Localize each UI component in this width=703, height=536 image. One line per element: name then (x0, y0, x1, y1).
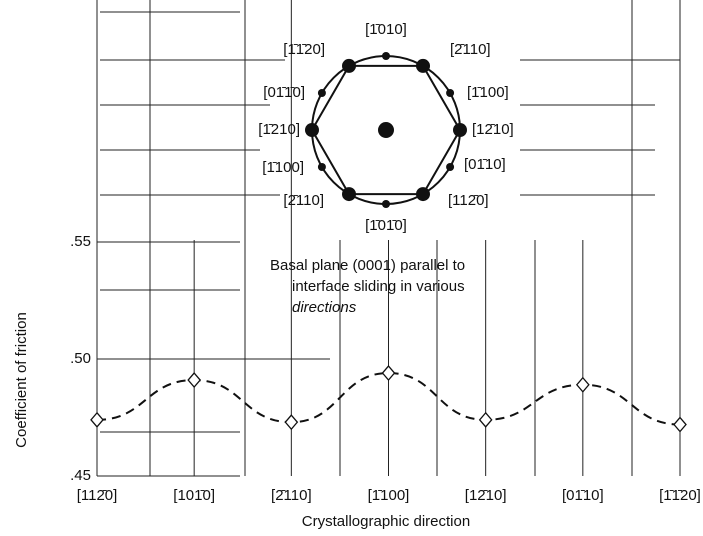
inset-label: [01̄10] (464, 156, 506, 173)
small-dot (446, 89, 455, 97)
diamond-marker (575, 376, 590, 393)
x-tick-label: [101̄0] (173, 487, 215, 504)
small-dot (382, 52, 390, 60)
diamond-marker (187, 372, 202, 389)
inset-label: [2̄110] (283, 192, 324, 209)
center-dot (378, 122, 394, 138)
inset-label: [1̄010] (365, 21, 407, 38)
large-dot (416, 187, 430, 202)
decor-grid (96, 0, 680, 476)
inset-label: [1̄1̄20] (283, 41, 325, 58)
diamond-marker (90, 411, 104, 428)
large-dot (453, 123, 467, 137)
annotation: directions (292, 299, 357, 316)
diamond-marker (381, 365, 396, 382)
large-dot (342, 58, 356, 73)
diamond-marker (673, 416, 687, 433)
inset-label: [1̄01̄0] (365, 217, 407, 234)
small-dot (317, 163, 326, 171)
x-tick-label: [12̄10] (465, 487, 507, 504)
inset-label: [1̄210] (258, 121, 300, 138)
x-tick-label: [2̄110] (271, 487, 312, 504)
x-tick-label: [1̄100] (368, 487, 410, 504)
x-tick-label: [1̄1̄20] (659, 487, 701, 504)
y-tick-label: .50 (70, 350, 91, 367)
large-dot (305, 123, 319, 137)
inset-label: [112̄0] (448, 192, 489, 209)
inset-label: [01̄1̄0] (263, 84, 305, 101)
y-axis-label: Coefficient of friction (13, 312, 30, 448)
annotation: interface sliding in various (292, 278, 465, 295)
small-dot (382, 200, 390, 208)
x-axis-label: Crystallographic direction (302, 513, 470, 530)
large-dot (416, 58, 430, 73)
x-tick-label: [112̄0] (77, 487, 118, 504)
small-dot (317, 89, 326, 97)
x-tick-label: [01̄10] (562, 487, 604, 504)
diamond-marker (478, 411, 493, 428)
large-dot (342, 187, 356, 202)
y-tick-label: .45 (70, 467, 91, 484)
inset-label: [2̄110] (450, 41, 491, 58)
inset-label: [1̄100] (467, 84, 509, 101)
y-tick-label: .55 (70, 233, 91, 250)
diamond-marker (284, 414, 299, 431)
inset-label: [1̄100] (262, 159, 304, 176)
inset-label: [12̄10] (472, 121, 514, 138)
small-dot (446, 163, 455, 171)
annotation: Basal plane (0001) parallel to (270, 257, 465, 274)
